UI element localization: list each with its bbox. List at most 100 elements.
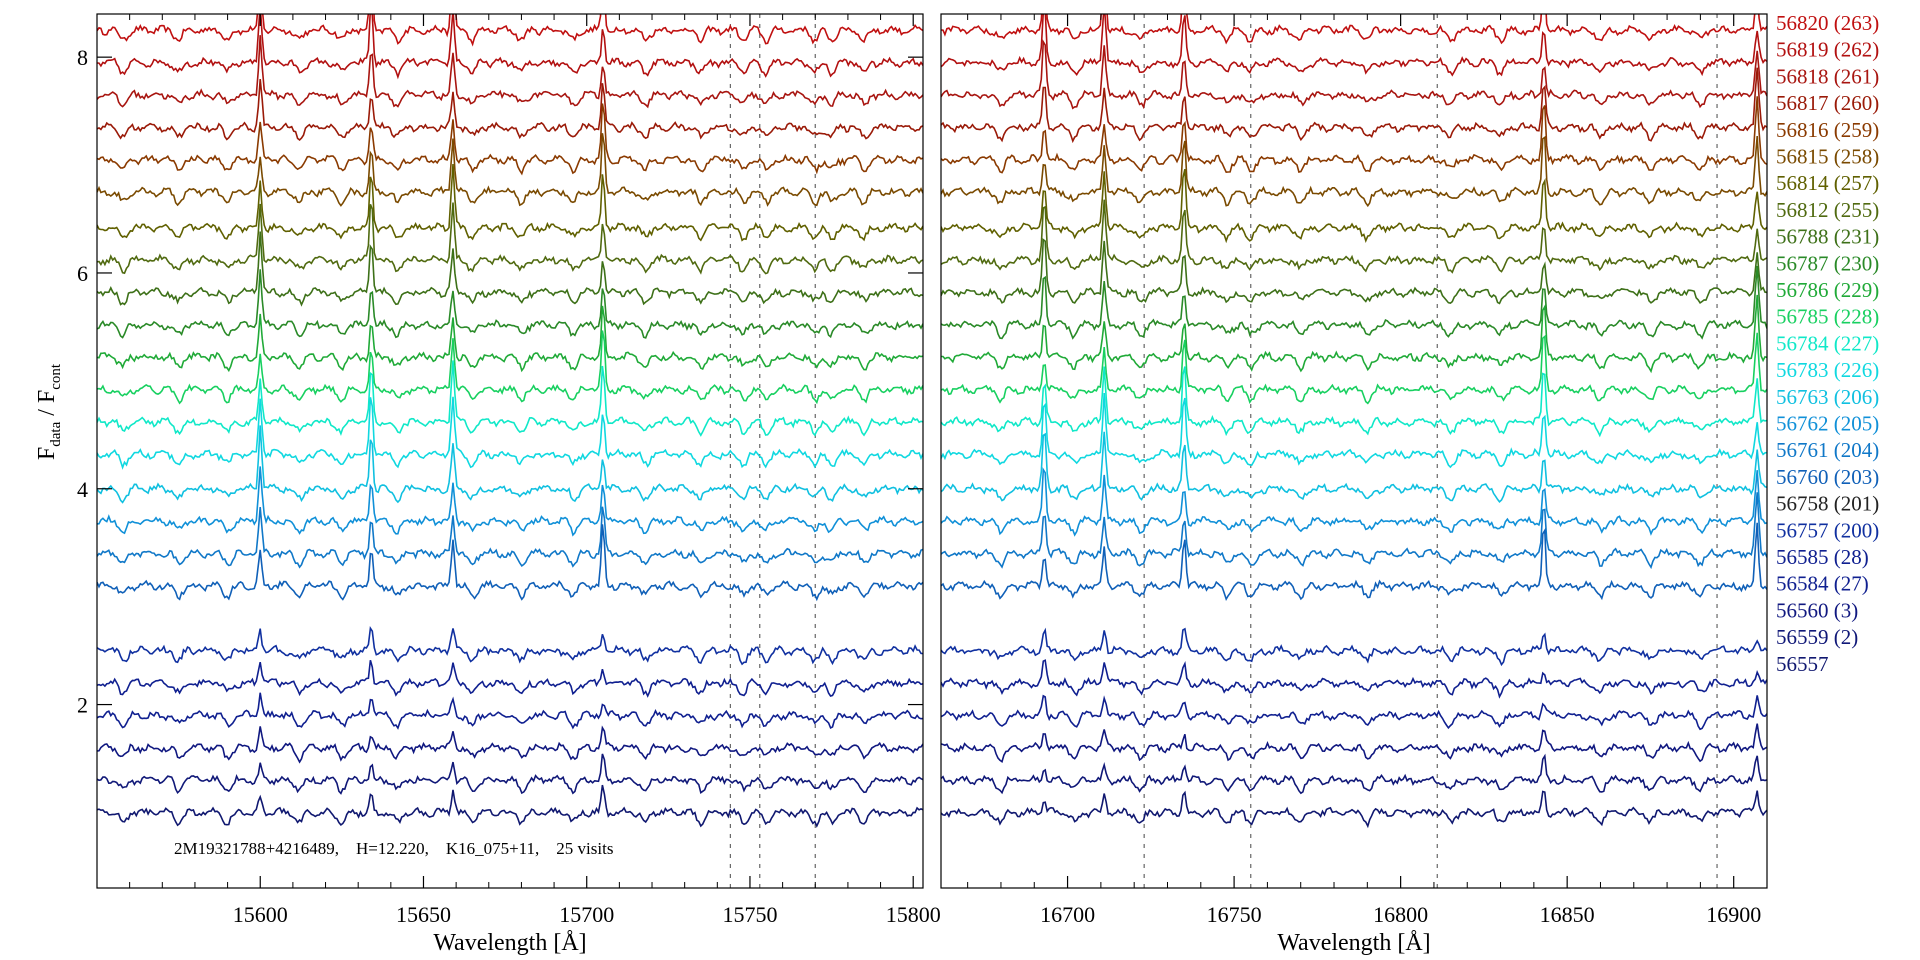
y-tick-label: 8 (77, 45, 88, 70)
x-tick-label: 15700 (559, 902, 614, 927)
spectrum-line (941, 67, 1767, 144)
spectrum-line (97, 133, 923, 207)
legend-entry: 56786 (229) (1776, 278, 1879, 302)
spectrum-line (97, 626, 923, 666)
left-x-ticks: 15600 15650 15700 15750 15800 (129, 14, 941, 927)
spectrum-line (941, 332, 1767, 405)
spectrum-line (97, 360, 923, 437)
spectrum-line (941, 753, 1767, 795)
spectrum-line (97, 725, 923, 764)
legend: 56820 (263) 56819 (262)56818 (261) 56817 (… (1776, 11, 1879, 676)
x-tick-label: 16900 (1706, 902, 1761, 927)
spectrum-line (97, 753, 923, 795)
left-panel: 15600 15650 15700 15750 15800 2 4 6 8 2M1932178… (77, 13, 941, 956)
spectrum-line (941, 265, 1767, 340)
spectrum-line (97, 14, 923, 47)
spectrum-line (97, 524, 923, 602)
legend-entry: 56783 (226) (1776, 358, 1879, 382)
legend-entry: 56761 (204) (1776, 438, 1879, 462)
x-tick-label: 16700 (1040, 902, 1095, 927)
spectrum-line (941, 135, 1767, 208)
spectrum-line (97, 692, 923, 730)
y-tick-label: 6 (77, 261, 88, 286)
x-tick-label: 16850 (1540, 902, 1595, 927)
right-x-ticks: 16700 16750 16800 16850 16900 (967, 14, 1768, 927)
legend-entry: 56557 (1776, 652, 1829, 676)
spectrum-line (97, 231, 923, 307)
x-tick-label: 15750 (722, 902, 777, 927)
spectrum-line (941, 492, 1767, 570)
spectrum-line (941, 790, 1767, 829)
legend-entry: 56817 (260) (1776, 91, 1879, 115)
left-plot-frame (96, 13, 924, 889)
spectrum-line (97, 269, 923, 339)
spectrum-line (941, 431, 1767, 503)
spectrum-line (941, 169, 1767, 244)
spectrum-line (941, 723, 1767, 763)
spectrum-line (941, 14, 1767, 77)
spectrum-line (941, 39, 1767, 110)
y-axis-label: Fdata / Fcont (34, 363, 64, 460)
legend-entry: 56818 (261) (1776, 64, 1879, 88)
spectrum-line (941, 627, 1767, 667)
x-tick-label: 15650 (396, 902, 451, 927)
legend-entry: 56784 (227) (1776, 331, 1879, 355)
x-tick-label: 16800 (1373, 902, 1428, 927)
spectrum-line (97, 163, 923, 242)
spectrum-line (941, 238, 1767, 305)
spectrum-line (941, 199, 1767, 274)
spectrum-line (941, 14, 1767, 45)
spectrum-line (941, 294, 1767, 374)
spectrum-line (941, 96, 1767, 174)
right-x-axis-label: Wavelength [Å] (1277, 930, 1430, 956)
legend-entry: 56762 (205) (1776, 412, 1879, 436)
legend-entry: 56585 (28) (1776, 545, 1869, 569)
legend-entry: 56559 (2) (1776, 625, 1858, 649)
spectrum-line (97, 14, 923, 80)
legend-entry: 56787 (230) (1776, 251, 1879, 275)
spectrum-line (97, 425, 923, 504)
spectrum-line (97, 79, 923, 141)
spectrum-line (97, 659, 923, 698)
spectrum-line (941, 366, 1767, 438)
legend-entry: 56788 (231) (1776, 225, 1879, 249)
right-panel: 16700 16750 16800 16850 16900 Wavelength [Å] (940, 13, 1768, 956)
spectrum-line (941, 694, 1767, 731)
right-plot-frame (940, 13, 1768, 889)
x-tick-label: 15600 (233, 902, 288, 927)
legend-entry: 56814 (257) (1776, 171, 1879, 195)
y-tick-label: 2 (77, 693, 88, 718)
spectrum-line (97, 35, 923, 109)
y-ticks: 2 4 6 8 (77, 45, 923, 718)
legend-entry: 56757 (200) (1776, 518, 1879, 542)
spectrum-line (97, 466, 923, 537)
y-tick-label: 4 (77, 477, 88, 502)
legend-entry: 56815 (258) (1776, 145, 1879, 169)
spectrum-line (97, 330, 923, 405)
legend-entry: 56812 (255) (1776, 198, 1879, 222)
legend-entry: 56584 (27) (1776, 572, 1869, 596)
spectrum-line (97, 202, 923, 275)
legend-entry: 56758 (201) (1776, 492, 1879, 516)
legend-entry: 56816 (259) (1776, 118, 1879, 142)
left-spectra (97, 14, 923, 828)
spectrum-line (97, 103, 923, 176)
annotation-text: 2M19321788+4216489, H=12.220, K16_075+11… (174, 839, 613, 858)
spectrum-line (97, 784, 923, 828)
left-x-axis-label: Wavelength [Å] (433, 930, 586, 956)
spectrum-line (97, 506, 923, 569)
legend-entry: 56760 (203) (1776, 465, 1879, 489)
legend-entry: 56785 (228) (1776, 305, 1879, 329)
legend-entry: 56820 (263) (1776, 11, 1879, 35)
spectrum-line (941, 392, 1767, 469)
right-spectra (941, 14, 1767, 829)
spectrum-line (941, 522, 1767, 602)
legend-entry: 56819 (262) (1776, 38, 1879, 62)
x-tick-label: 15800 (886, 902, 941, 927)
spectrum-line (97, 396, 923, 470)
legend-entry: 56763 (206) (1776, 385, 1879, 409)
spectrum-line (97, 305, 923, 373)
spectrum-line (941, 467, 1767, 537)
legend-entry: 56560 (3) (1776, 598, 1858, 622)
